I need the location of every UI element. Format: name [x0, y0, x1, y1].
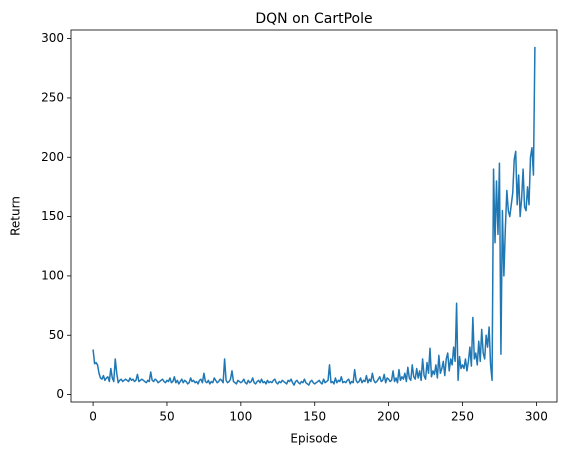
- line-series: [92, 46, 536, 386]
- x-axis-label: Episode: [290, 432, 337, 446]
- y-tick-label: 0: [56, 387, 64, 401]
- y-tick-label: 150: [41, 209, 64, 223]
- x-tick-label: 50: [159, 410, 174, 424]
- x-tick-label: 300: [525, 410, 548, 424]
- x-tick-label: 200: [377, 410, 400, 424]
- x-tick-label: 250: [451, 410, 474, 424]
- y-tick-label: 250: [41, 90, 64, 104]
- y-tick-label: 200: [41, 150, 64, 164]
- y-tick-label: 50: [49, 328, 64, 342]
- chart-title: DQN on CartPole: [255, 11, 372, 27]
- x-tick-label: 100: [229, 410, 252, 424]
- x-tick-label: 0: [89, 410, 97, 424]
- x-tick-label: 150: [303, 410, 326, 424]
- y-tick-label: 100: [41, 268, 64, 282]
- axes-frame: [70, 29, 558, 403]
- y-axis-label: Return: [9, 196, 23, 236]
- y-tick-label: 300: [41, 31, 64, 45]
